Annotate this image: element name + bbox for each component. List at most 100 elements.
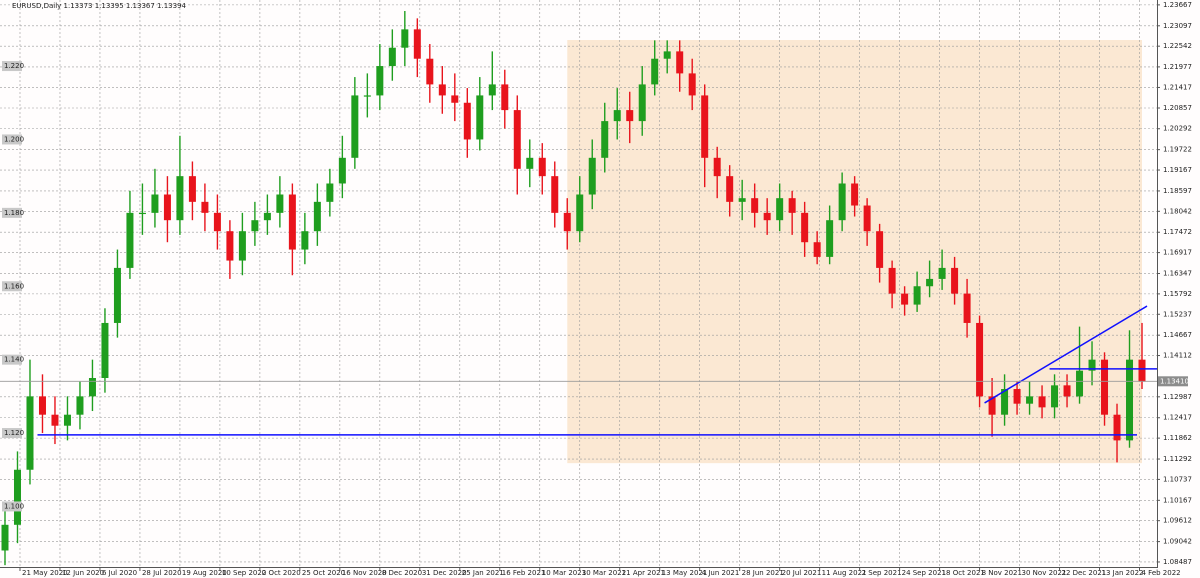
y-tick-label: 1.09042 bbox=[1163, 538, 1192, 546]
y-tick-label: 1.19722 bbox=[1163, 146, 1192, 154]
level-label: 1.220 bbox=[4, 62, 24, 70]
candle-body bbox=[338, 157, 346, 184]
trend-line bbox=[984, 305, 1148, 404]
candle-body bbox=[676, 51, 684, 74]
candle-body bbox=[263, 212, 271, 221]
candle-body bbox=[976, 322, 984, 397]
candle-body bbox=[913, 286, 921, 305]
x-tick-label: 19 Aug 2020 bbox=[182, 569, 227, 577]
candle-body bbox=[163, 194, 171, 221]
candle-body bbox=[188, 176, 196, 202]
current-price-box bbox=[1158, 376, 1188, 387]
candle-body bbox=[13, 469, 21, 525]
zone bbox=[567, 40, 1143, 464]
y-tick-label: 1.09612 bbox=[1163, 517, 1192, 525]
x-tick-label: 12 Jun 2020 bbox=[62, 569, 104, 577]
x-tick-label: 18 Oct 2021 bbox=[942, 569, 985, 577]
candle-body bbox=[226, 231, 234, 261]
candle-body bbox=[513, 110, 521, 169]
candle-body bbox=[626, 110, 634, 122]
level-label-box bbox=[2, 428, 22, 439]
x-tick-label: 25 Oct 2020 bbox=[302, 569, 345, 577]
candle-body bbox=[88, 378, 96, 397]
candle-body bbox=[538, 157, 546, 177]
candle-body bbox=[151, 194, 159, 213]
candle-body bbox=[1, 524, 9, 551]
candle-body bbox=[351, 95, 359, 158]
y-tick-label: 1.14667 bbox=[1163, 331, 1192, 339]
candle-body bbox=[1101, 359, 1109, 415]
candle-body bbox=[138, 212, 146, 215]
candle-body bbox=[888, 267, 896, 294]
level-label-box bbox=[2, 134, 22, 145]
candle-body bbox=[313, 201, 321, 232]
candle-body bbox=[701, 95, 709, 158]
y-tick-label: 1.15792 bbox=[1163, 290, 1192, 298]
x-tick-label: 16 Nov 2020 bbox=[342, 569, 387, 577]
candle-body bbox=[876, 231, 884, 268]
candle-body bbox=[213, 212, 221, 232]
x-tick-label: 30 Nov 2021 bbox=[1022, 569, 1067, 577]
level-label: 1.140 bbox=[4, 356, 24, 364]
candle-body bbox=[1076, 370, 1084, 397]
candle-body bbox=[926, 278, 934, 287]
x-tick-label: 24 Sep 2021 bbox=[902, 569, 946, 577]
x-tick-label: 4 Jun 2021 bbox=[702, 569, 740, 577]
level-label-box bbox=[2, 207, 22, 218]
candle-body bbox=[413, 29, 421, 59]
candle-body bbox=[426, 58, 434, 85]
candle-body bbox=[951, 267, 959, 294]
candle-body bbox=[738, 198, 746, 202]
candle-body bbox=[326, 183, 334, 202]
y-tick-label: 1.10737 bbox=[1163, 475, 1192, 483]
y-tick-label: 1.14112 bbox=[1163, 352, 1192, 360]
level-label: 1.120 bbox=[4, 429, 24, 437]
candle-body bbox=[176, 176, 184, 221]
candle-body bbox=[363, 95, 371, 97]
candle-body bbox=[663, 51, 671, 59]
x-tick-label: 20 Jul 2021 bbox=[782, 569, 822, 577]
level-label: 1.160 bbox=[4, 282, 24, 290]
candle-body bbox=[238, 231, 246, 261]
y-tick-label: 1.18597 bbox=[1163, 187, 1192, 195]
y-tick-label: 1.12987 bbox=[1163, 393, 1192, 401]
x-tick-label: 28 Jul 2020 bbox=[142, 569, 182, 577]
candle-body bbox=[113, 267, 121, 323]
candle-body bbox=[576, 194, 584, 232]
candle-body bbox=[251, 220, 259, 232]
level-label-box bbox=[2, 61, 22, 72]
candle-body bbox=[401, 29, 409, 48]
x-tick-label: 8 Nov 2021 bbox=[982, 569, 1022, 577]
x-tick-label: 21 Apr 2021 bbox=[622, 569, 665, 577]
candle-body bbox=[101, 322, 109, 378]
y-tick-label: 1.23667 bbox=[1163, 1, 1192, 9]
candle-body bbox=[851, 183, 859, 206]
candle-body bbox=[563, 212, 571, 232]
x-tick-label: 16 Feb 2021 bbox=[502, 569, 546, 577]
candle-body bbox=[776, 198, 784, 221]
x-tick-label: 30 Mar 2021 bbox=[582, 569, 626, 577]
candle-body bbox=[963, 293, 971, 323]
y-tick-label: 1.11862 bbox=[1163, 434, 1192, 442]
candle-body bbox=[388, 47, 396, 67]
current-price-label: 1.13410 bbox=[1160, 377, 1189, 385]
candle-body bbox=[813, 242, 821, 257]
candle-body bbox=[788, 198, 796, 213]
y-tick-label: 1.15237 bbox=[1163, 310, 1192, 318]
y-tick-label: 1.19167 bbox=[1163, 166, 1192, 174]
x-tick-label: 13 Jan 2022 bbox=[1102, 569, 1144, 577]
candle-body bbox=[201, 201, 209, 213]
x-tick-label: 8 Dec 2020 bbox=[382, 569, 422, 577]
candle-body bbox=[938, 267, 946, 279]
x-tick-label: 13 May 2021 bbox=[662, 569, 708, 577]
candle-body bbox=[638, 84, 646, 122]
y-tick-label: 1.22542 bbox=[1163, 42, 1192, 50]
candle-body bbox=[463, 102, 471, 140]
candle-body bbox=[613, 110, 621, 122]
level-label-box bbox=[2, 501, 22, 512]
candle-body bbox=[476, 95, 484, 140]
candle-body bbox=[651, 58, 659, 85]
x-tick-label: 28 Jun 2021 bbox=[742, 569, 784, 577]
plot bbox=[0, 0, 1157, 567]
